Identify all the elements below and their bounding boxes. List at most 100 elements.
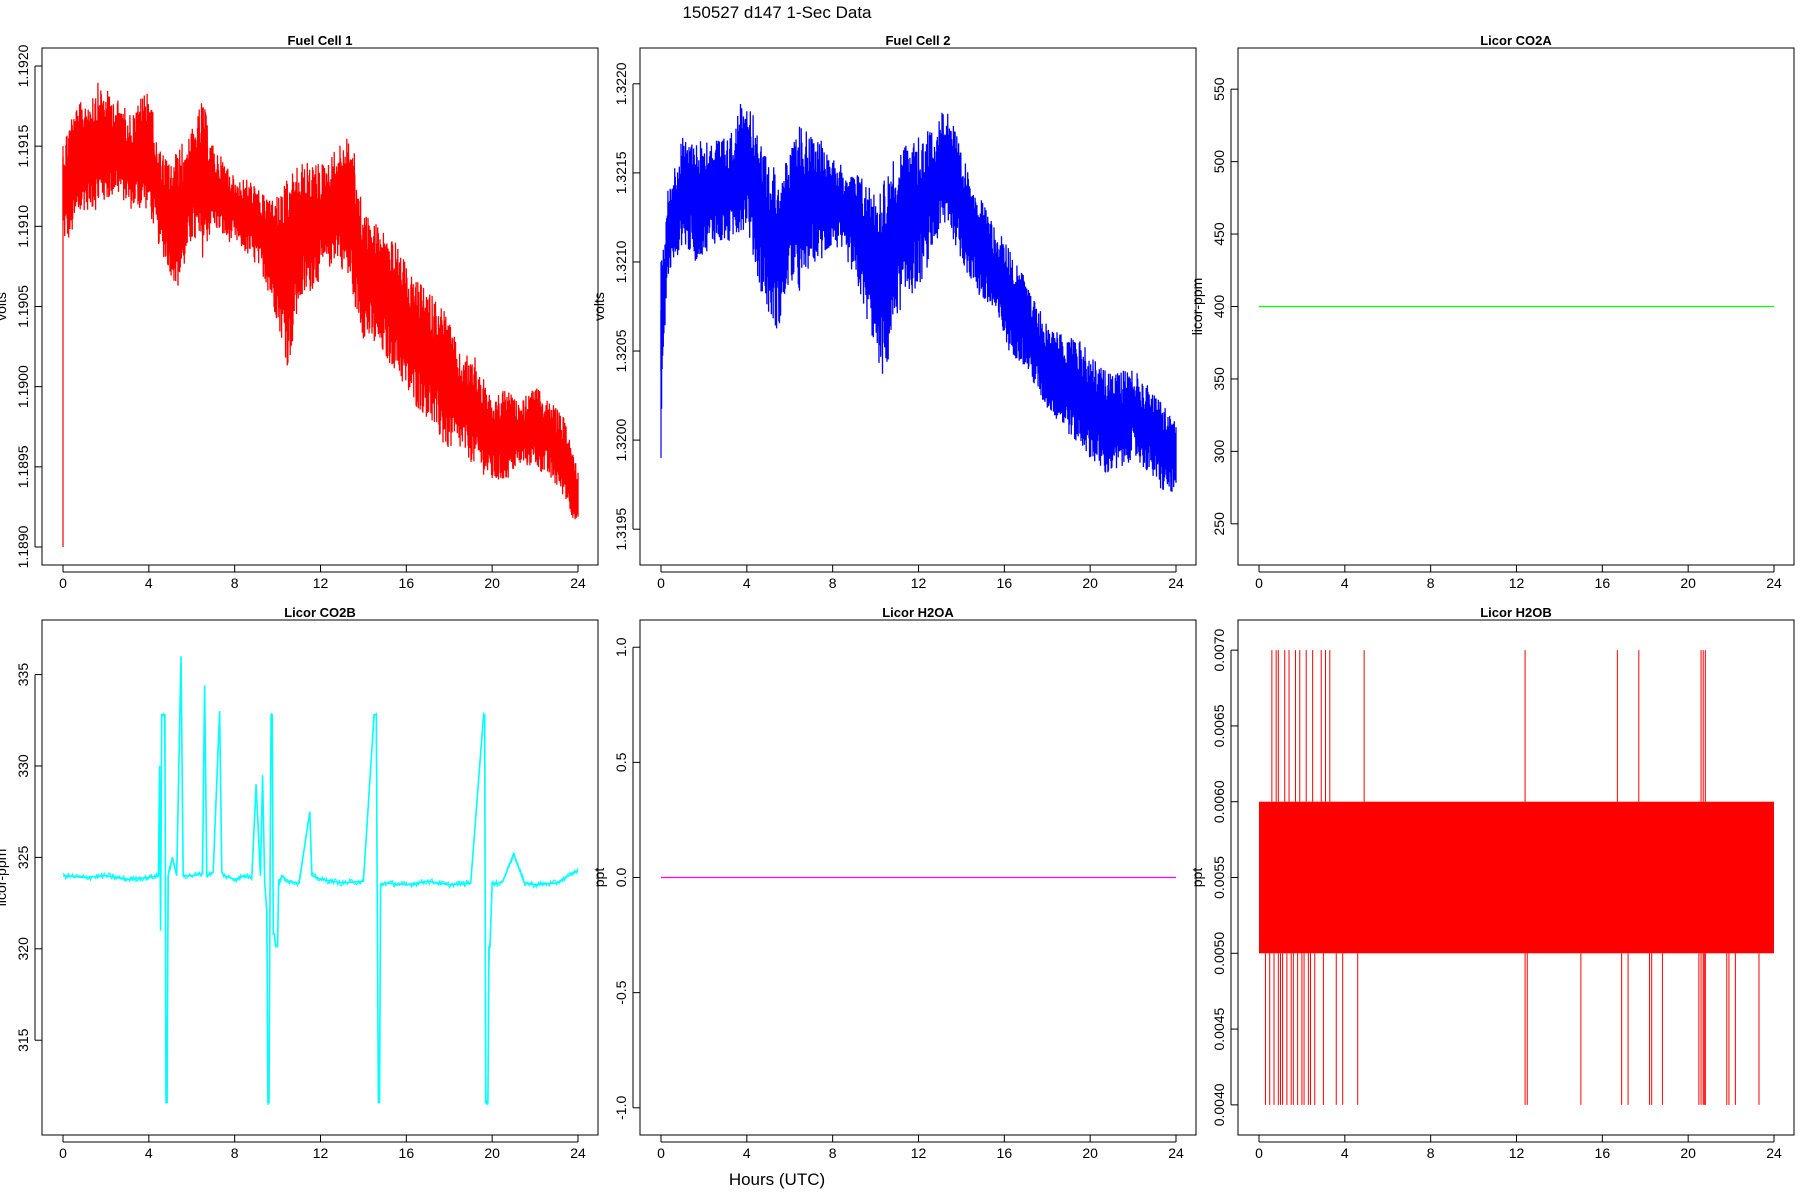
y-tick-label: 0.0060: [1211, 780, 1227, 823]
y-tick-label: 1.1910: [15, 205, 31, 248]
y-tick-label: -0.5: [613, 980, 629, 1004]
y-tick-label: 1.3195: [613, 508, 629, 551]
x-tick-label: 4: [743, 575, 751, 591]
x-tick-label: 0: [657, 1145, 665, 1161]
x-tick-label: 4: [1341, 1145, 1349, 1161]
x-tick-label: 8: [829, 575, 837, 591]
y-tick-label: -1.0: [613, 1096, 629, 1120]
x-tick-label: 16: [1595, 1145, 1611, 1161]
x-tick-label: 24: [1168, 1145, 1184, 1161]
y-tick-label: 1.0: [613, 637, 629, 657]
x-tick-label: 20: [1082, 1145, 1098, 1161]
panel-title: Fuel Cell 2: [885, 33, 950, 48]
y-tick-label: 0.0070: [1211, 629, 1227, 672]
series-line: [62, 82, 579, 520]
y-tick-label: 1.1900: [15, 365, 31, 408]
x-tick-label: 20: [484, 1145, 500, 1161]
x-tick-label: 0: [59, 575, 67, 591]
y-tick-label: 0.0050: [1211, 932, 1227, 975]
x-tick-label: 8: [231, 1145, 239, 1161]
x-tick-label: 12: [1509, 1145, 1525, 1161]
panel-3: Licor CO2A licor-ppm 0 4 8 12 16 20 24 250 300 350 4…: [1189, 33, 1795, 591]
x-tick-label: 4: [743, 1145, 751, 1161]
y-tick-label: 500: [1211, 150, 1227, 174]
x-tick-label: 16: [399, 1145, 415, 1161]
panel-title: Licor H2OB: [1480, 605, 1552, 620]
y-tick-label: 1.3215: [613, 151, 629, 194]
x-tick-label: 20: [1082, 575, 1098, 591]
x-tick-label: 24: [570, 575, 586, 591]
y-tick-label: 1.1920: [15, 44, 31, 87]
y-tick-label: 300: [1211, 439, 1227, 463]
y-tick-label: 1.3205: [613, 329, 629, 372]
panel-2: Fuel Cell 2 volts 0 4 8 12 16 20 24 1.3195 1.3200 1…: [591, 33, 1197, 591]
panel-4: Licor CO2B licor-ppm 0 4 8 12 16 20 24 315 320 325 3…: [0, 605, 599, 1161]
x-tick-label: 0: [59, 1145, 67, 1161]
y-tick-label: 1.3220: [613, 62, 629, 105]
x-tick-label: 16: [997, 1145, 1013, 1161]
x-tick-label: 24: [1766, 1145, 1782, 1161]
y-tick-label: 1.1890: [15, 525, 31, 568]
x-tick-label: 16: [1595, 575, 1611, 591]
panel-title: Fuel Cell 1: [287, 33, 352, 48]
panel-title: Licor H2OA: [882, 605, 954, 620]
x-tick-label: 24: [1168, 575, 1184, 591]
panels: Fuel Cell 1 volts 0 4 8 12 16 20 24 1.1890 1.1895 1…: [0, 33, 1795, 1161]
x-tick-label: 12: [313, 1145, 329, 1161]
y-axis-label: licor-ppm: [0, 849, 9, 907]
y-axis-label: volts: [591, 292, 607, 321]
y-tick-label: 0.0040: [1211, 1083, 1227, 1126]
y-tick-label: 320: [15, 937, 31, 961]
y-tick-label: 450: [1211, 222, 1227, 246]
series-noise: [62, 675, 579, 1106]
y-tick-label: 1.3210: [613, 240, 629, 283]
x-tick-label: 24: [570, 1145, 586, 1161]
figure-xlabel: Hours (UTC): [729, 1170, 825, 1189]
y-axis-label: ppt: [1189, 868, 1205, 888]
x-tick-label: 0: [1255, 575, 1263, 591]
x-tick-label: 20: [1680, 1145, 1696, 1161]
y-tick-label: 400: [1211, 295, 1227, 319]
y-tick-label: 325: [15, 845, 31, 869]
x-tick-label: 12: [911, 575, 927, 591]
panel-title: Licor CO2B: [284, 605, 356, 620]
y-tick-label: 1.1895: [15, 445, 31, 488]
x-tick-label: 20: [484, 575, 500, 591]
y-axis-label: volts: [0, 292, 9, 321]
y-tick-label: 315: [15, 1028, 31, 1052]
x-tick-label: 4: [145, 1145, 153, 1161]
y-tick-label: 550: [1211, 77, 1227, 101]
x-tick-label: 4: [1341, 575, 1349, 591]
x-tick-label: 20: [1680, 575, 1696, 591]
x-tick-label: 12: [911, 1145, 927, 1161]
y-tick-label: 0.0045: [1211, 1007, 1227, 1050]
y-tick-label: 0.0065: [1211, 704, 1227, 747]
y-tick-label: 250: [1211, 512, 1227, 536]
y-tick-label: 330: [15, 754, 31, 778]
x-tick-label: 8: [231, 575, 239, 591]
x-tick-label: 16: [997, 575, 1013, 591]
panel-1: Fuel Cell 1 volts 0 4 8 12 16 20 24 1.1890 1.1895 1…: [0, 33, 599, 591]
x-tick-label: 12: [1509, 575, 1525, 591]
y-tick-label: 0.0: [613, 868, 629, 888]
figure-title: 150527 d147 1-Sec Data: [682, 3, 872, 22]
x-tick-label: 4: [145, 575, 153, 591]
x-tick-label: 8: [1427, 575, 1435, 591]
y-tick-label: 1.3200: [613, 418, 629, 461]
plot-frame: [639, 47, 1197, 566]
y-tick-label: 335: [15, 663, 31, 687]
series-band: [1259, 801, 1774, 954]
y-tick-label: 350: [1211, 367, 1227, 391]
series-line: [660, 103, 1177, 492]
y-tick-label: 0.0055: [1211, 856, 1227, 899]
panel-title: Licor CO2A: [1480, 33, 1552, 48]
y-tick-label: 1.1915: [15, 125, 31, 168]
x-tick-label: 8: [829, 1145, 837, 1161]
panel-5: Licor H2OA ppt 0 4 8 12 16 20 24 -1.0 -0.5 0.0 0.5 1.…: [591, 605, 1197, 1161]
x-tick-label: 12: [313, 575, 329, 591]
x-tick-label: 0: [657, 575, 665, 591]
y-axis-label: licor-ppm: [1189, 278, 1205, 336]
panel-6: Licor H2OB ppt 0 4 8 12 16 20 24 0.0040 0.0045 0.00…: [1189, 605, 1795, 1161]
